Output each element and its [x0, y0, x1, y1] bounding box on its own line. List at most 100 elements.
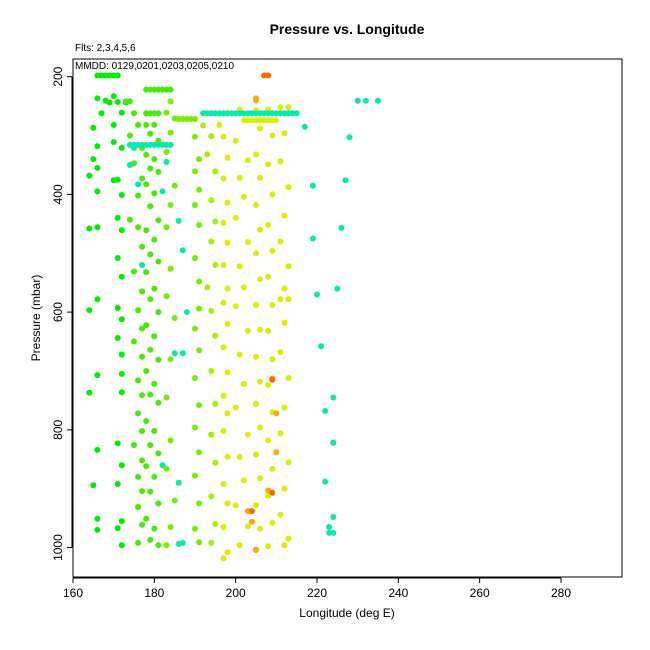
data-point: [135, 539, 142, 546]
data-point: [265, 543, 272, 550]
data-point: [269, 376, 276, 383]
data-point: [126, 141, 133, 148]
data-point: [285, 104, 292, 111]
data-point: [114, 214, 121, 221]
data-point: [330, 514, 337, 520]
data-point: [135, 473, 142, 480]
data-point: [167, 265, 174, 272]
data-point: [151, 190, 158, 197]
data-point: [143, 515, 150, 522]
data-point: [86, 307, 93, 314]
x-tick-label: 260: [470, 586, 490, 600]
data-point: [220, 428, 227, 434]
data-point: [139, 392, 146, 399]
data-point: [106, 72, 113, 79]
data-point: [192, 116, 198, 122]
data-point: [155, 141, 162, 148]
data-point: [94, 224, 101, 231]
data-point: [265, 110, 272, 117]
data-point: [277, 430, 284, 437]
data-point: [257, 226, 264, 233]
data-point: [192, 255, 198, 261]
data-point: [330, 439, 337, 446]
x-tick-label: 280: [551, 586, 571, 600]
data-point: [334, 285, 341, 292]
x-tick-label: 180: [144, 586, 164, 600]
data-point: [196, 186, 203, 193]
data-point: [114, 176, 121, 183]
data-point: [118, 273, 125, 280]
data-point: [139, 521, 146, 528]
data-point: [240, 117, 247, 124]
data-point: [253, 502, 259, 509]
data-point: [220, 392, 227, 399]
data-point: [163, 293, 170, 300]
data-point: [253, 451, 259, 458]
data-point: [139, 353, 146, 360]
data-point: [114, 305, 121, 311]
data-point: [257, 174, 264, 181]
data-point: [143, 181, 150, 188]
data-point: [342, 177, 349, 184]
data-point: [151, 156, 158, 163]
data-point: [171, 315, 178, 321]
data-point: [175, 217, 182, 224]
data-point: [248, 110, 255, 117]
data-point: [135, 377, 142, 384]
data-point: [236, 110, 243, 117]
y-tick-label: 600: [51, 302, 65, 322]
data-point: [220, 344, 227, 351]
data-point: [118, 109, 125, 116]
data-point: [232, 404, 239, 411]
data-point: [232, 303, 239, 310]
data-point: [248, 508, 255, 515]
data-point: [139, 325, 146, 332]
data-point: [147, 536, 154, 543]
data-point: [102, 72, 109, 79]
data-point: [216, 121, 223, 128]
data-point: [155, 399, 162, 406]
data-point: [114, 440, 121, 447]
data-point: [94, 296, 101, 303]
data-point: [171, 182, 178, 189]
data-point: [131, 442, 137, 449]
data-point: [208, 368, 215, 374]
data-point: [224, 239, 231, 246]
data-point: [212, 262, 219, 268]
data-point: [269, 465, 276, 472]
data-point: [196, 222, 203, 228]
data-point: [147, 442, 154, 449]
data-point: [244, 431, 251, 438]
data-point: [285, 110, 292, 117]
data-point: [281, 130, 288, 137]
data-point: [98, 110, 105, 117]
data-point: [114, 525, 121, 532]
data-point: [277, 110, 284, 117]
data-point: [212, 110, 219, 117]
data-point: [244, 327, 251, 334]
data-point: [139, 288, 146, 295]
data-point: [139, 243, 146, 250]
data-point: [257, 424, 264, 431]
data-point: [269, 356, 276, 363]
data-point: [257, 475, 264, 482]
data-point: [253, 117, 259, 124]
data-point: [208, 493, 215, 500]
data-point: [167, 98, 174, 105]
data-point: [196, 278, 203, 285]
data-point: [131, 110, 137, 117]
data-point: [354, 97, 361, 104]
data-point: [269, 132, 276, 139]
data-point: [289, 110, 296, 117]
dates-annotation: MMDD: 0129,0201,0203,0205,0210: [75, 61, 234, 72]
data-point: [94, 515, 101, 522]
data-point: [240, 193, 247, 200]
data-point: [106, 99, 113, 106]
data-point: [281, 212, 288, 219]
y-axis-label: Pressure (mbar): [29, 275, 43, 362]
data-point: [155, 258, 162, 265]
data-point: [155, 169, 162, 175]
data-point: [265, 222, 272, 228]
data-point: [232, 137, 239, 144]
data-point: [94, 72, 101, 79]
